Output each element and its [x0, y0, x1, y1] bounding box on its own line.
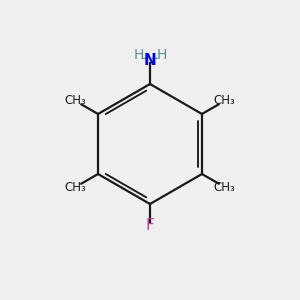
- Text: CH₃: CH₃: [214, 181, 236, 194]
- Text: F: F: [146, 218, 154, 232]
- Text: H: H: [156, 48, 167, 62]
- Text: CH₃: CH₃: [64, 94, 86, 107]
- Text: N: N: [144, 52, 156, 68]
- Text: CH₃: CH₃: [214, 94, 236, 107]
- Text: H: H: [134, 48, 144, 62]
- Text: CH₃: CH₃: [64, 181, 86, 194]
